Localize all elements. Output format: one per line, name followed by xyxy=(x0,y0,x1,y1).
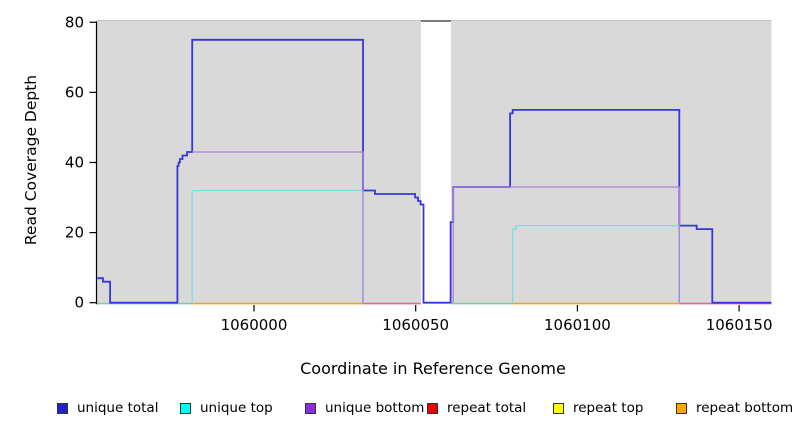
x-axis-title: Coordinate in Reference Genome xyxy=(300,359,566,378)
x-axis-tick-label: 1060000 xyxy=(221,316,288,334)
legend-item-repeat-total: repeat total xyxy=(427,400,527,416)
y-axis-tick-label: 60 xyxy=(65,83,84,101)
legend-item-repeat-bottom: repeat bottom xyxy=(676,400,792,416)
legend-label: unique total xyxy=(77,400,159,416)
legend-item-unique-total: unique total xyxy=(57,400,159,416)
series-line-unique-bottom xyxy=(192,151,364,303)
legend-item-repeat-top: repeat top xyxy=(553,400,644,416)
legend-swatch-repeat-top xyxy=(553,402,564,414)
legend-swatch-unique-total xyxy=(57,402,68,414)
x-axis-tick-label: 1060050 xyxy=(382,316,449,334)
legend-swatch-unique-bottom xyxy=(305,402,316,414)
legend-swatch-repeat-bottom xyxy=(676,402,687,414)
legend-item-unique-bottom: unique bottom xyxy=(305,400,425,416)
legend-label: unique top xyxy=(200,400,273,416)
y-axis-tick-label: 0 xyxy=(74,294,84,312)
legend-label: repeat total xyxy=(447,400,527,416)
x-axis-tick-label: 1060100 xyxy=(544,316,611,334)
series-line-unique-bottom xyxy=(452,186,680,303)
legend-swatch-unique-top xyxy=(180,402,191,414)
x-axis-tick-label: 1060150 xyxy=(706,316,773,334)
legend-label: repeat bottom xyxy=(696,400,792,416)
y-axis-tick-label: 20 xyxy=(65,224,84,242)
legend-swatch-repeat-total xyxy=(427,402,438,414)
masked-gap-region xyxy=(420,21,451,304)
y-axis-tick-label: 40 xyxy=(65,153,84,171)
legend-label: repeat top xyxy=(573,400,644,416)
y-axis-tick-label: 80 xyxy=(65,13,84,31)
legend-item-unique-top: unique top xyxy=(180,400,273,416)
series-line-unique-total xyxy=(97,38,772,304)
legend-label: unique bottom xyxy=(325,400,425,416)
y-axis-title: Read Coverage Depth xyxy=(22,74,40,246)
